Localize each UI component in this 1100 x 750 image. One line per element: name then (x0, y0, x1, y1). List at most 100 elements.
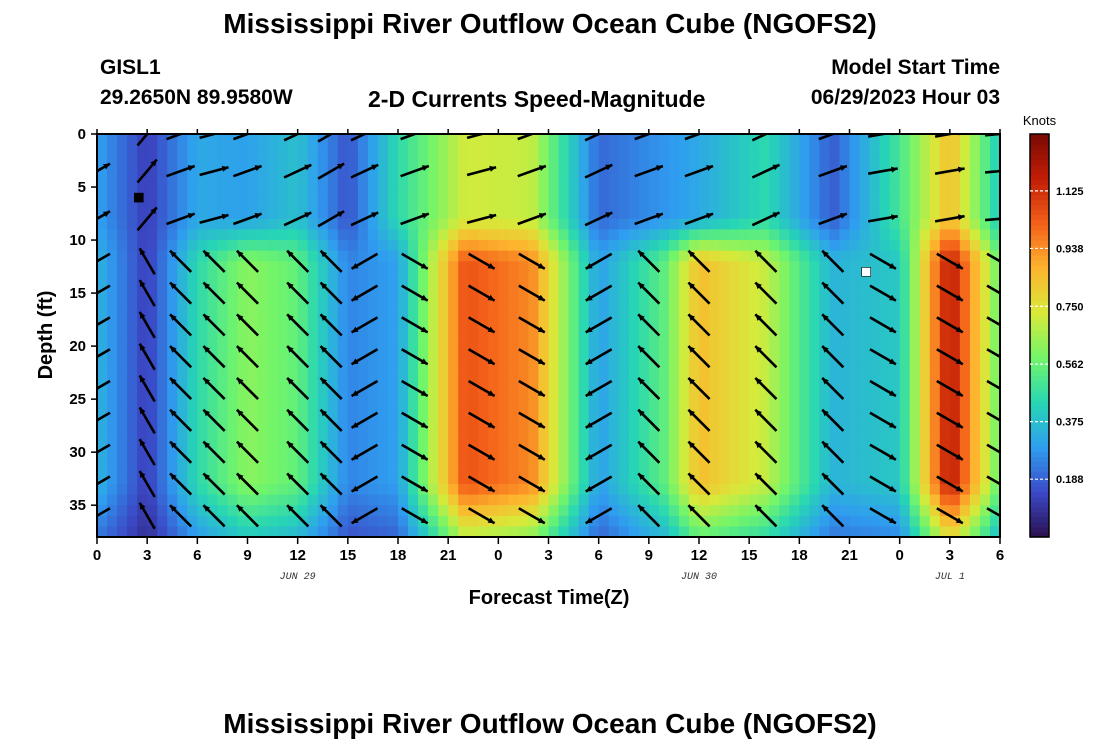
heatmap-cell (157, 144, 168, 156)
heatmap-cell (799, 208, 810, 220)
heatmap-cell (729, 462, 740, 474)
heatmap-cell (909, 430, 921, 443)
heatmap-cell (207, 250, 218, 262)
heatmap-cell (829, 388, 841, 400)
heatmap-cell (929, 526, 941, 537)
heatmap-cell (929, 303, 941, 315)
heatmap-cell (939, 335, 951, 347)
heatmap-cell (608, 187, 620, 199)
heatmap-cell (929, 494, 941, 506)
heatmap-cell (548, 261, 560, 273)
heatmap-cell (367, 271, 379, 284)
heatmap-cell (187, 452, 198, 464)
heatmap-cell (347, 462, 359, 474)
current-arrow (138, 470, 156, 498)
heatmap-cell (387, 155, 399, 167)
heatmap-cell (418, 144, 429, 156)
heatmap-cell (398, 176, 409, 188)
heatmap-cell (749, 473, 760, 485)
heatmap-cell (709, 271, 720, 284)
colorbar-segment (1030, 224, 1049, 231)
heatmap-cell (879, 303, 891, 315)
heatmap-cell (568, 324, 580, 337)
heatmap-cell (398, 134, 409, 146)
heatmap-cell (167, 165, 178, 178)
heatmap-cell (177, 261, 188, 273)
colorbar-segment (1030, 174, 1049, 180)
heatmap-cell (107, 144, 118, 156)
heatmap-cell (428, 155, 439, 167)
heatmap-cell (799, 377, 810, 390)
heatmap-cell (347, 208, 359, 220)
heatmap-cell (759, 494, 770, 506)
heatmap-cell (648, 240, 660, 252)
current-arrow (585, 316, 613, 334)
heatmap-cell (869, 218, 881, 231)
heatmap-cell (107, 176, 118, 188)
heatmap-cell (337, 335, 349, 347)
heatmap-cell (959, 452, 971, 464)
heatmap-cell (287, 399, 299, 411)
heatmap-cell (518, 155, 530, 167)
heatmap-cell (297, 367, 309, 379)
heatmap-cell (879, 483, 891, 496)
heatmap-cell (498, 441, 509, 453)
heatmap-cell (267, 452, 279, 464)
heatmap-cell (347, 240, 359, 252)
current-arrow (986, 475, 1000, 486)
heatmap-cell (448, 218, 459, 231)
heatmap-cell (187, 409, 198, 421)
heatmap-cell (147, 187, 158, 199)
current-arrow (986, 348, 1000, 359)
heatmap-cell (247, 282, 259, 294)
heatmap-cell (628, 303, 640, 315)
heatmap-cell (327, 399, 339, 411)
heatmap-cell (267, 441, 279, 453)
heatmap-cell (929, 346, 941, 358)
heatmap-cell (518, 399, 530, 411)
heatmap-cell (458, 399, 469, 411)
heatmap-cell (317, 494, 329, 506)
heatmap-cell (839, 483, 851, 496)
heatmap-cell (638, 144, 650, 156)
colorbar-segment (1030, 360, 1049, 367)
current-arrow (936, 316, 964, 334)
heatmap-cell (127, 367, 138, 379)
heatmap-cell (468, 462, 479, 474)
heatmap-cell (588, 208, 600, 220)
heatmap-cell (759, 218, 770, 231)
heatmap-cell (197, 367, 208, 379)
heatmap-cell (127, 494, 138, 506)
current-arrow (637, 281, 661, 305)
heatmap-cell (428, 176, 439, 188)
heatmap-cell (648, 494, 660, 506)
heatmap-cell (287, 155, 299, 167)
heatmap-cell (237, 229, 249, 241)
heatmap-cell (568, 144, 580, 156)
current-arrow (637, 408, 661, 432)
heatmap-cell (729, 282, 740, 294)
heatmap-cell (658, 229, 670, 241)
heatmap-cell (528, 399, 540, 411)
heatmap-cell (157, 176, 168, 188)
heatmap-cell (849, 346, 861, 358)
heatmap-cell (678, 515, 690, 527)
heatmap-cell (668, 346, 680, 358)
heatmap-cell (478, 515, 489, 527)
heatmap-cell (879, 388, 891, 400)
heatmap-cell (989, 515, 1000, 527)
heatmap-cell (448, 293, 459, 305)
heatmap-cell (508, 409, 519, 421)
heatmap-cell (588, 452, 600, 464)
heatmap-cell (277, 356, 289, 368)
colorbar-segment (1030, 229, 1049, 236)
heatmap-cell (488, 229, 499, 241)
heatmap-cell (528, 462, 540, 474)
heatmap-cell (367, 367, 379, 379)
heatmap-cell (408, 303, 419, 315)
current-arrow (634, 212, 664, 226)
heatmap-cell (759, 346, 770, 358)
heatmap-cell (538, 176, 550, 188)
heatmap-cell (929, 218, 941, 231)
heatmap-cell (448, 144, 459, 156)
